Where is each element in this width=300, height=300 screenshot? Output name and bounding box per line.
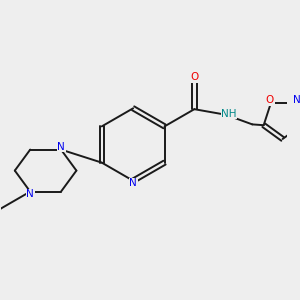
Text: O: O [190, 72, 199, 82]
Text: N: N [26, 189, 34, 200]
Text: N: N [57, 142, 65, 152]
Text: N: N [293, 95, 300, 105]
Text: NH: NH [221, 109, 237, 118]
Text: N: N [129, 178, 137, 188]
Text: O: O [266, 95, 274, 105]
